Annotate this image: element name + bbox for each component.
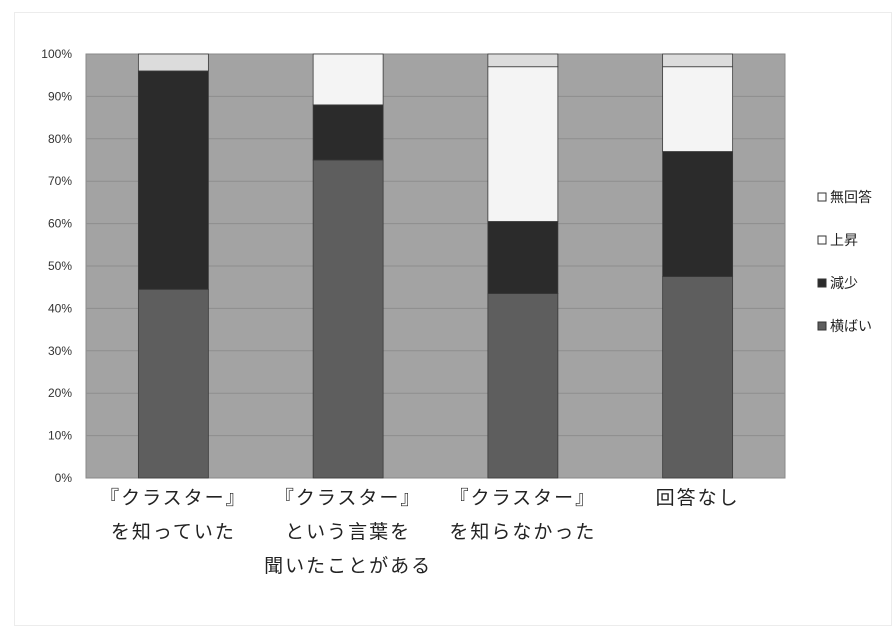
- y-tick-label: 80%: [48, 132, 72, 146]
- bar-segment: [487, 221, 559, 294]
- legend-label: 無回答: [830, 189, 872, 206]
- legend-label: 減少: [830, 275, 858, 292]
- bar-segment: [137, 288, 209, 479]
- bar-segment: [312, 159, 384, 479]
- bar-segment: [662, 151, 734, 278]
- bar-segment: [662, 53, 734, 68]
- bar-segment: [662, 66, 734, 152]
- y-tick-label: 50%: [48, 259, 72, 273]
- legend-swatch: [817, 235, 827, 245]
- bar-segment: [487, 293, 559, 479]
- x-category-label: 聞いたことがある: [264, 555, 432, 577]
- legend-swatch: [817, 278, 827, 288]
- y-tick-label: 10%: [48, 429, 72, 443]
- y-tick-label: 40%: [48, 301, 72, 315]
- x-category-label: を知っていた: [111, 521, 236, 543]
- legend-label: 横ばい: [830, 319, 872, 335]
- y-tick-label: 60%: [48, 217, 72, 231]
- y-tick-label: 30%: [48, 344, 72, 358]
- bar-segment: [137, 53, 209, 72]
- legend-swatch: [817, 192, 827, 202]
- bar-segment: [487, 66, 559, 222]
- x-category-label: 『クラスター』: [275, 487, 422, 509]
- x-category-label: という言葉を: [285, 521, 411, 543]
- x-category-label: 『クラスター』: [100, 487, 247, 509]
- bar-segment: [137, 70, 209, 290]
- x-category-label: 『クラスター』: [450, 487, 597, 509]
- legend-label: 上昇: [830, 233, 858, 249]
- x-category-label: 回答なし: [656, 487, 740, 509]
- y-tick-label: 90%: [48, 89, 72, 103]
- y-tick-label: 70%: [48, 174, 72, 188]
- y-tick-label: 20%: [48, 386, 72, 400]
- y-tick-label: 0%: [55, 471, 73, 485]
- bar-segment: [312, 53, 384, 106]
- bar-segment: [312, 104, 384, 161]
- bar-segment: [487, 53, 559, 68]
- legend-swatch: [817, 321, 827, 331]
- y-tick-label: 100%: [41, 47, 72, 61]
- x-category-label: を知らなかった: [449, 521, 596, 543]
- bar-segment: [662, 276, 734, 479]
